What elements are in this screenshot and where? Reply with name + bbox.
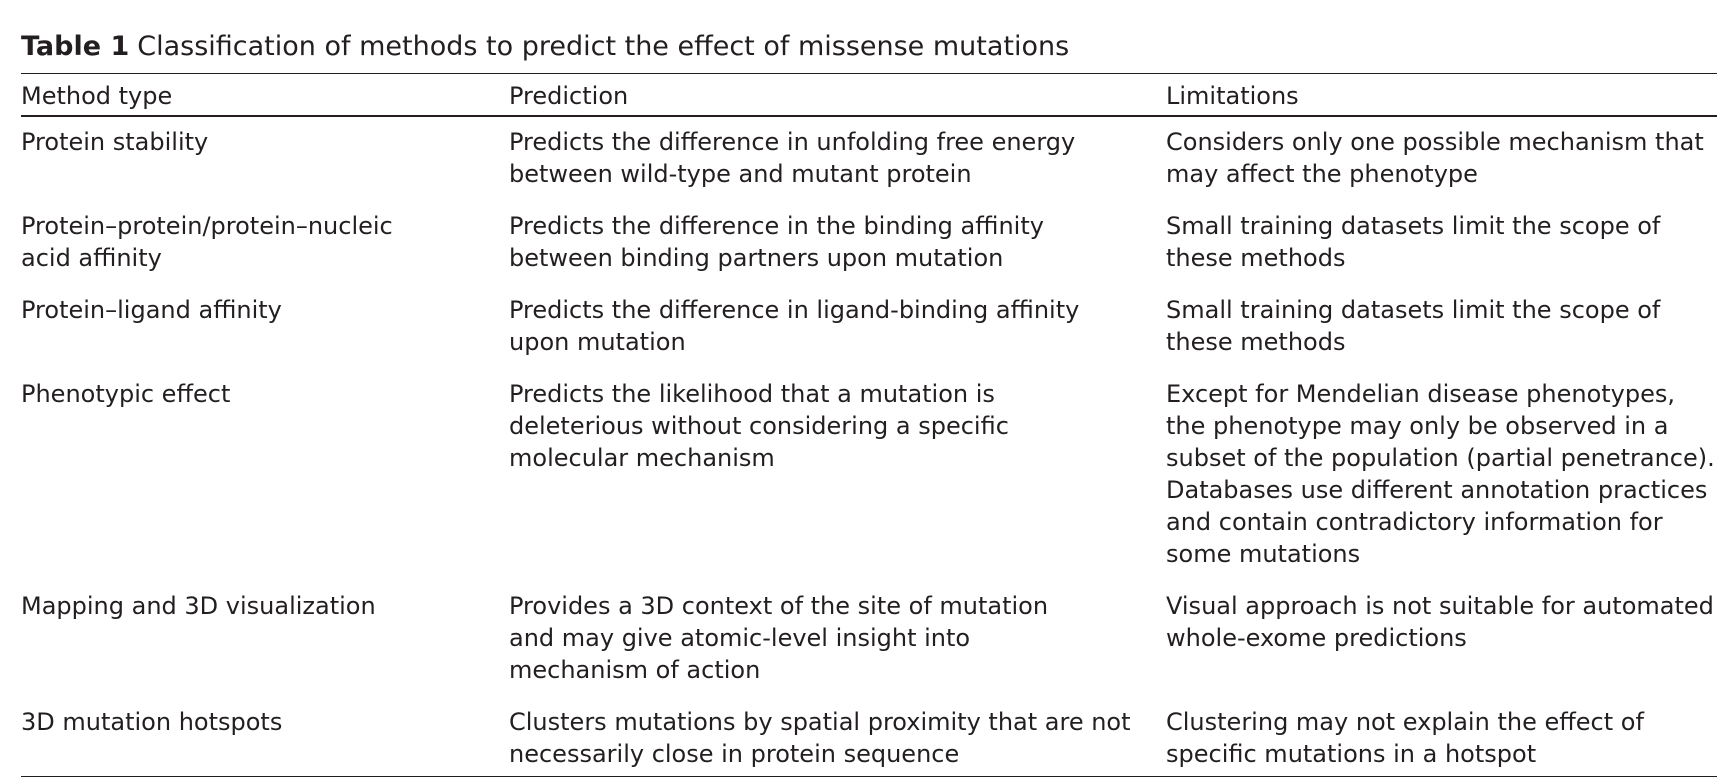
cell-prediction: Provides a 3D context of the site of mut… xyxy=(509,592,1049,684)
table-caption-label: Table 1 xyxy=(21,31,130,62)
header-prediction: Prediction xyxy=(509,73,1166,117)
table-header: Method type Prediction Limitations xyxy=(21,73,1717,117)
header-row: Method type Prediction Limitations xyxy=(21,73,1717,117)
cell-limitations: Except for Mendelian disease phenotypes,… xyxy=(1166,380,1715,568)
table-row: Phenotypic effect Predicts the likelihoo… xyxy=(21,372,1717,584)
cell-prediction: Predicts the difference in the binding a… xyxy=(509,212,1044,272)
table-body: Protein stability Predicts the differenc… xyxy=(21,116,1717,777)
table-caption: Table 1 Classification of methods to pred… xyxy=(21,30,1717,73)
table-container: Table 1 Classification of methods to pred… xyxy=(21,30,1717,777)
cell-method: Protein stability xyxy=(21,128,209,156)
table-row: Protein–protein/protein–nucleic acid aff… xyxy=(21,204,1717,288)
cell-method: Protein–protein/protein–nucleic acid aff… xyxy=(21,212,393,272)
table-row: Protein–ligand affinity Predicts the dif… xyxy=(21,288,1717,372)
table-row: Mapping and 3D visualization Provides a … xyxy=(21,584,1717,700)
cell-method: Phenotypic effect xyxy=(21,380,231,408)
cell-method: Mapping and 3D visualization xyxy=(21,592,376,620)
cell-limitations: Visual approach is not suitable for auto… xyxy=(1166,592,1714,652)
cell-method: 3D mutation hotspots xyxy=(21,700,509,777)
cell-prediction: Clusters mutations by spatial proximity … xyxy=(509,700,1166,777)
cell-prediction: Predicts the likelihood that a mutation … xyxy=(509,380,1009,472)
cell-limitations: Considers only one possible mechanism th… xyxy=(1166,128,1704,188)
cell-prediction: Predicts the difference in unfolding fre… xyxy=(509,128,1076,188)
cell-method: Protein–ligand affinity xyxy=(21,296,282,324)
cell-limitations: Clustering may not explain the effect of… xyxy=(1166,700,1717,777)
header-method-type: Method type xyxy=(21,73,509,117)
header-limitations: Limitations xyxy=(1166,73,1717,117)
table-row: 3D mutation hotspots Clusters mutations … xyxy=(21,700,1717,777)
cell-limitations: Small training datasets limit the scope … xyxy=(1166,296,1661,356)
table-row: Protein stability Predicts the differenc… xyxy=(21,116,1717,204)
methods-table: Method type Prediction Limitations Prote… xyxy=(21,73,1717,777)
cell-limitations: Small training datasets limit the scope … xyxy=(1166,212,1661,272)
cell-prediction: Predicts the difference in ligand-bindin… xyxy=(509,296,1080,356)
table-caption-title: Classification of methods to predict the… xyxy=(137,31,1070,62)
